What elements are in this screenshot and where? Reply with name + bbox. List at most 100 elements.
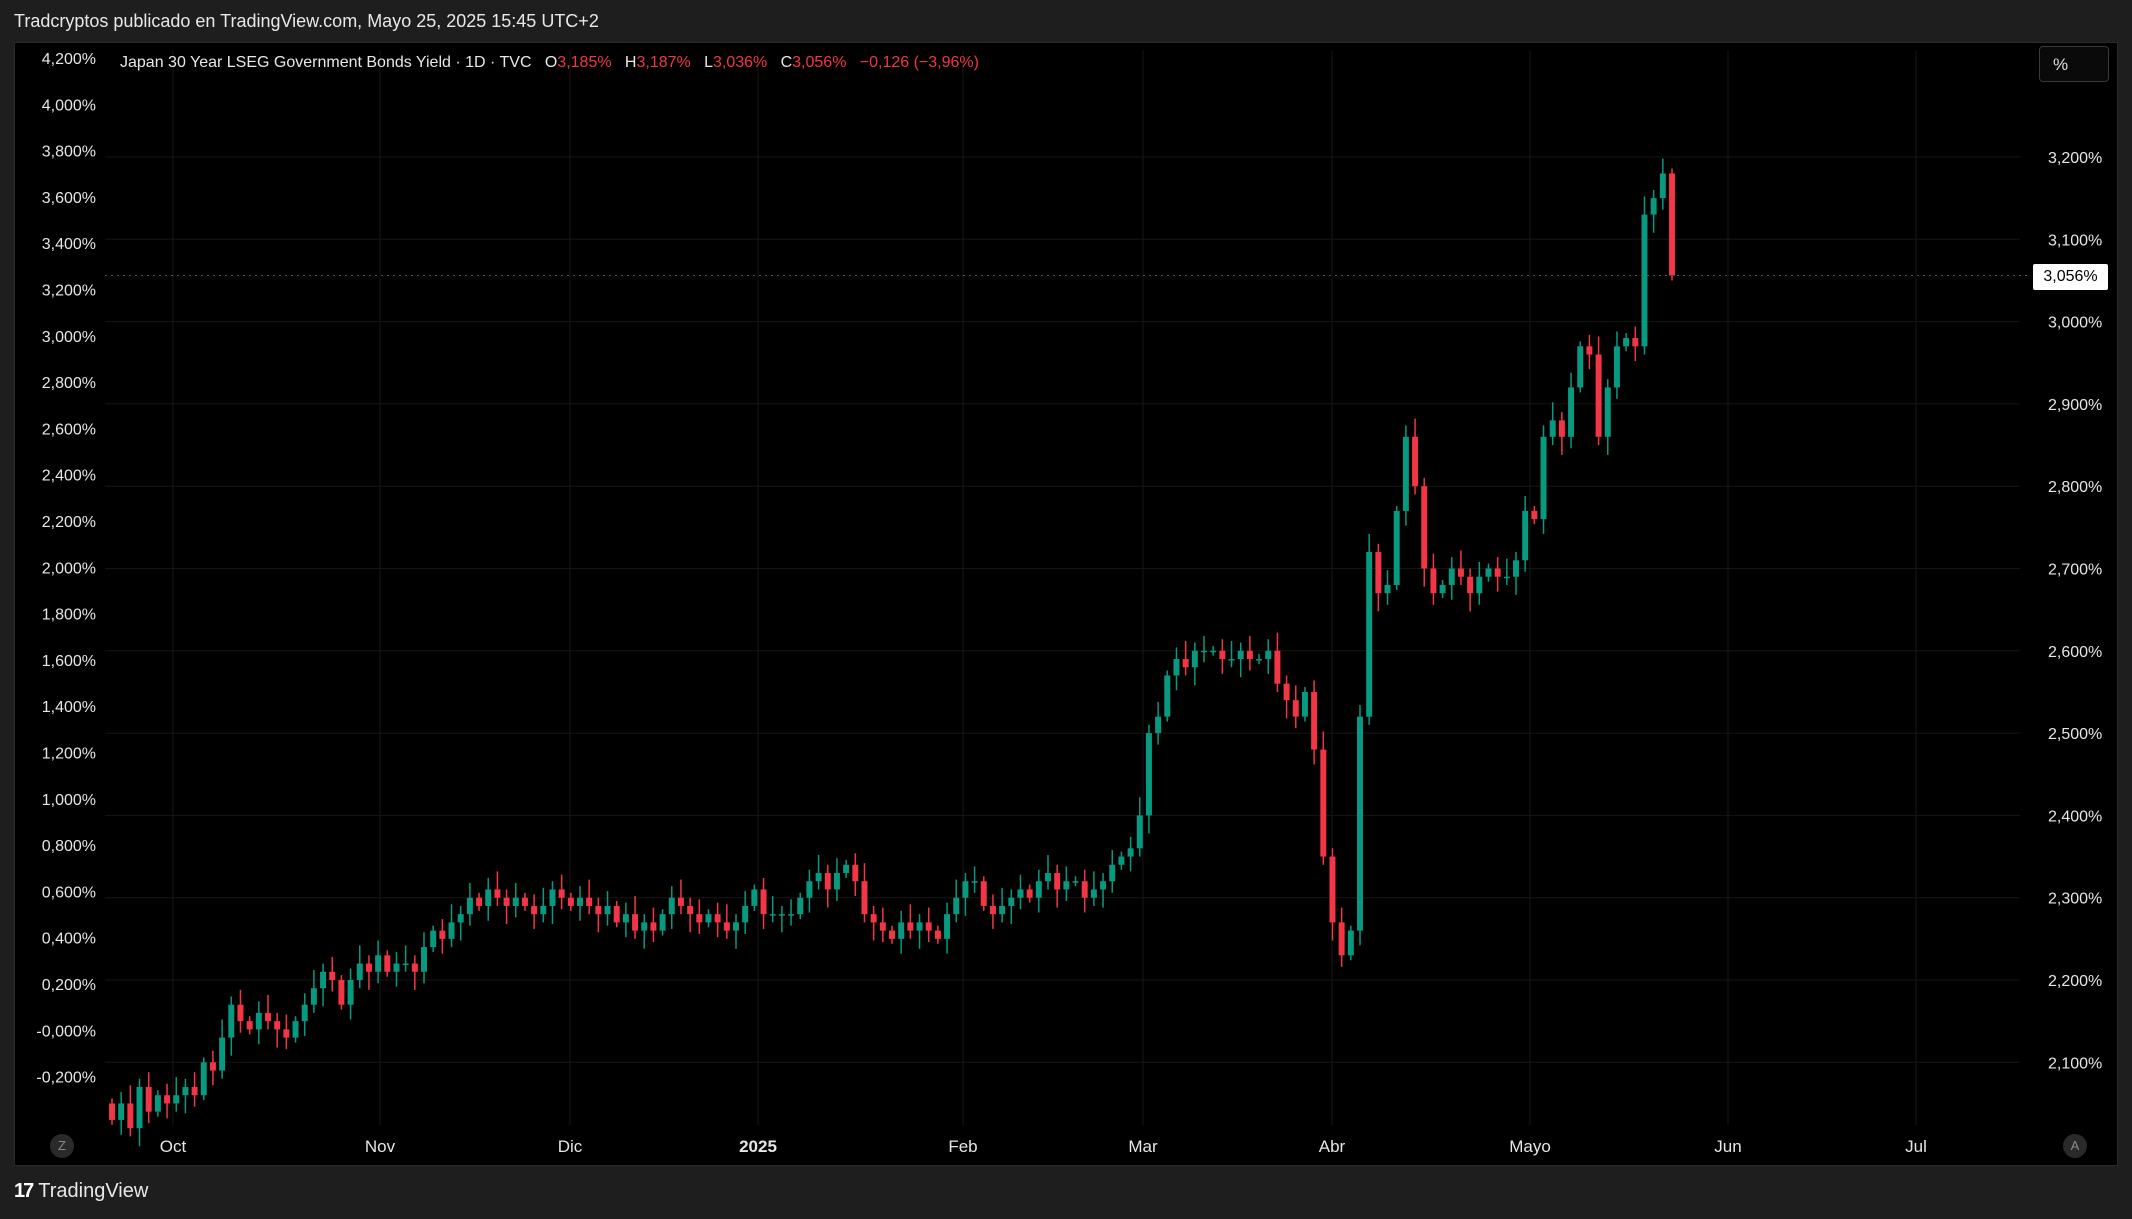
candle-body <box>503 897 510 906</box>
candle-body <box>421 947 427 972</box>
candle-body <box>714 914 721 923</box>
right-axis-tick: 3,100% <box>2048 232 2102 249</box>
candle-body <box>246 1021 253 1030</box>
candle-body <box>512 897 519 906</box>
x-axis-tick: Dic <box>558 1137 583 1156</box>
candle-body <box>1650 198 1657 215</box>
candle-body <box>778 914 785 916</box>
candle-body <box>411 963 418 972</box>
candle-body <box>265 1012 271 1022</box>
chart-pane[interactable] <box>14 42 2118 1166</box>
candle-body <box>1191 650 1198 668</box>
candle-body <box>1623 338 1630 347</box>
candle-body <box>1228 659 1235 661</box>
open-value: 3,185% <box>557 54 612 71</box>
candle-body <box>971 881 978 883</box>
published-info: Tradcryptos publicado en TradingView.com… <box>14 11 599 31</box>
last-price-badge: 3,056% <box>2033 264 2108 290</box>
candle-body <box>595 905 602 915</box>
candle-body <box>1659 173 1666 199</box>
right-axis-tick: 2,400% <box>2048 808 2102 825</box>
candle-body <box>1311 691 1318 750</box>
candle-body <box>1256 659 1263 661</box>
candle-body <box>604 905 611 915</box>
candle-body <box>577 897 583 906</box>
candle-body <box>1641 214 1648 347</box>
candle-body <box>1421 486 1428 569</box>
candle-body <box>1008 897 1015 906</box>
candle-body <box>879 922 886 931</box>
auto-scale-button[interactable]: A <box>2063 1134 2087 1158</box>
candle-body <box>1026 889 1033 898</box>
candle-body <box>485 889 492 906</box>
candle-body <box>1081 881 1088 898</box>
candle-body <box>806 881 813 898</box>
candle-body <box>347 980 354 1005</box>
candle-body <box>1568 387 1575 437</box>
candle-body <box>439 930 446 939</box>
candle-body <box>1292 700 1299 717</box>
candle-body <box>824 873 831 890</box>
candle-body <box>531 905 538 915</box>
candle-body <box>632 914 639 931</box>
candle-body <box>861 881 868 915</box>
candle-body <box>870 914 877 923</box>
candle-body <box>751 889 758 906</box>
high-value: 3,187% <box>636 54 691 71</box>
left-axis-tick: 1,800% <box>42 607 96 624</box>
candle-body <box>457 914 464 923</box>
candle-body <box>466 897 473 915</box>
candle-body <box>797 897 804 915</box>
high-label: H <box>624 54 637 71</box>
candle-body <box>191 1086 198 1096</box>
candle-body <box>1219 650 1226 660</box>
candle-body <box>1090 889 1097 898</box>
x-axis-tick: Jul <box>1905 1137 1927 1156</box>
x-axis-tick: Feb <box>948 1137 977 1156</box>
candle-body <box>1100 881 1107 890</box>
timezone-button[interactable]: Z <box>50 1134 74 1158</box>
candle-body <box>320 971 327 989</box>
candle-body <box>1485 568 1492 577</box>
candle-body <box>549 889 556 906</box>
candle-body <box>1155 716 1162 734</box>
candle-body <box>989 905 996 915</box>
candle-body <box>613 905 620 923</box>
candle-body <box>1513 560 1519 577</box>
candle-body <box>1246 650 1253 660</box>
candle-body <box>650 922 657 931</box>
candle-body <box>558 889 565 898</box>
candle-body <box>852 864 859 882</box>
candle-body <box>200 1062 207 1096</box>
left-axis-tick: -0,000% <box>36 1023 96 1040</box>
candle-body <box>109 1103 115 1120</box>
candle-body <box>953 897 960 915</box>
candle-body <box>1347 930 1354 956</box>
candle-body <box>788 914 795 916</box>
candle-body <box>889 930 895 939</box>
candle-body <box>1017 889 1024 898</box>
candle-body <box>1632 338 1639 347</box>
candle-body <box>586 897 593 906</box>
candle-body <box>1531 510 1538 520</box>
left-axis-tick: 0,400% <box>42 931 96 948</box>
left-axis-tick: 3,600% <box>42 190 96 207</box>
candle-body <box>696 914 703 923</box>
tradingview-logo-icon: 17 <box>14 1180 34 1202</box>
candle-body <box>1384 584 1391 594</box>
low-label: L <box>704 54 713 71</box>
right-axis-tick: 2,200% <box>2048 973 2102 990</box>
candle-body <box>668 897 675 915</box>
left-axis-tick: 2,600% <box>42 421 96 438</box>
left-axis-tick: 1,400% <box>42 699 96 716</box>
candle-body <box>164 1095 171 1104</box>
candle-body <box>622 914 629 923</box>
candle-body <box>916 922 923 931</box>
candle-body <box>1274 650 1281 684</box>
candle-body <box>356 963 363 980</box>
candle-body <box>1265 650 1272 660</box>
candle-body <box>1393 510 1400 585</box>
left-axis-tick: 4,000% <box>42 97 96 114</box>
unit-button[interactable]: % <box>2039 46 2109 82</box>
